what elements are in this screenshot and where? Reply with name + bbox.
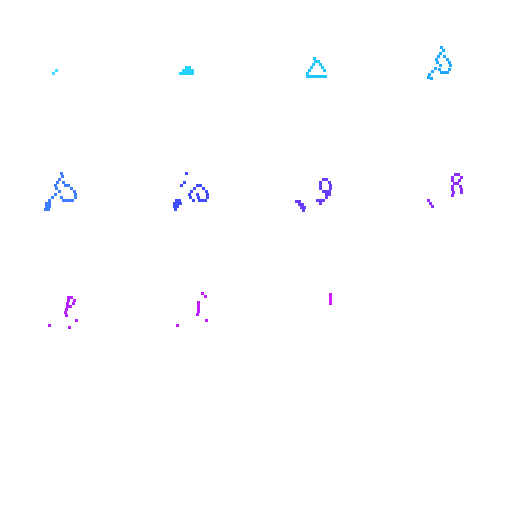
fading-sparks-icon (176, 292, 208, 327)
loop-with-tail-icon (173, 172, 209, 211)
frame-9 (0, 256, 128, 384)
empty-frame (384, 256, 512, 384)
empty-frame (128, 384, 256, 512)
frame-1 (0, 0, 128, 128)
frame-3 (256, 0, 384, 128)
curl-hook-icon (427, 46, 452, 80)
frame-5 (0, 128, 128, 256)
empty-frame (256, 384, 384, 512)
loop-drop-small-icon (427, 173, 463, 208)
frame-11 (256, 256, 384, 384)
scattered-sparks-icon (48, 296, 78, 329)
small-triangle-icon (179, 66, 194, 75)
final-spark-icon (329, 293, 332, 305)
frame-4 (384, 0, 512, 128)
triangle-outline-icon (306, 57, 327, 78)
frame-7 (256, 128, 384, 256)
spark-dot-icon (52, 69, 58, 75)
frame-8 (384, 128, 512, 256)
frame-10 (128, 256, 256, 384)
empty-frame (384, 384, 512, 512)
empty-frame (0, 384, 128, 512)
loop-drop-icon (295, 178, 332, 212)
curl-loop-icon (44, 172, 77, 211)
frame-6 (128, 128, 256, 256)
frame-2 (128, 0, 256, 128)
